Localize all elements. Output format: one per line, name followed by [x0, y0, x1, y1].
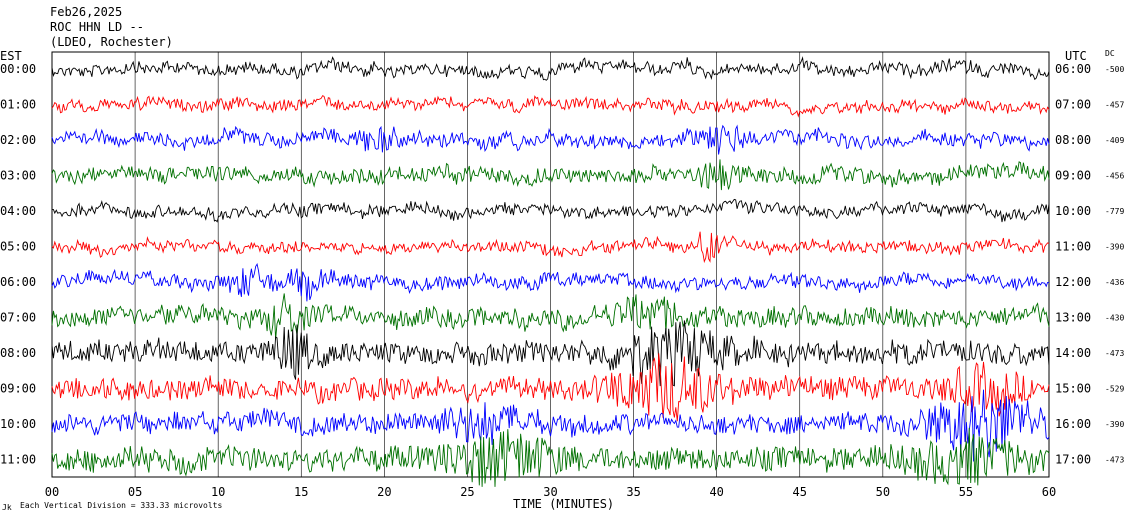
trace-0200: [51, 124, 1050, 155]
x-tick-50: 50: [876, 485, 890, 499]
utc-label-0700: 07:00: [1055, 98, 1091, 112]
header-network: (LDEO, Rochester): [50, 35, 173, 49]
dc-column-title: DC: [1105, 49, 1115, 58]
dc-value-0800: -473: [1105, 349, 1124, 358]
x-tick-40: 40: [709, 485, 723, 499]
dc-value-0600: -436: [1105, 278, 1124, 287]
x-tick-20: 20: [377, 485, 391, 499]
utc-label-1500: 15:00: [1055, 382, 1091, 396]
dc-value-0700: -430: [1105, 314, 1124, 323]
dc-value-0300: -456: [1105, 172, 1124, 181]
utc-label-1000: 10:00: [1055, 204, 1091, 218]
header-station: ROC HHN LD --: [50, 20, 144, 34]
dc-value-0500: -390: [1105, 243, 1124, 252]
trace-0600: [51, 263, 1049, 302]
trace-0300: [51, 159, 1050, 191]
est-label-0300: 03:00: [0, 169, 36, 183]
est-label-0700: 07:00: [0, 311, 36, 325]
utc-label-1100: 11:00: [1055, 240, 1091, 254]
utc-axis-title: UTC: [1065, 49, 1087, 63]
trace-group: [51, 56, 1050, 487]
x-tick-15: 15: [294, 485, 308, 499]
plot-grid: [51, 52, 1050, 477]
est-axis-title: EST: [0, 49, 22, 63]
scale-note: Each Vertical Division = 333.33 microvol…: [20, 501, 222, 510]
x-tick-55: 55: [959, 485, 973, 499]
utc-label-1700: 17:00: [1055, 453, 1091, 467]
est-label-0400: 04:00: [0, 204, 36, 218]
est-label-0200: 02:00: [0, 133, 36, 147]
x-tick-00: 00: [45, 485, 59, 499]
dc-value-1000: -390: [1105, 420, 1124, 429]
trace-0500: [51, 231, 1050, 264]
x-tick-25: 25: [460, 485, 474, 499]
header-date: Feb26,2025: [50, 5, 122, 19]
x-tick-group: 00 05 10 15 20 25 30 35 40 45 50 55 60: [45, 485, 1056, 499]
est-label-0100: 01:00: [0, 98, 36, 112]
x-axis-label: TIME (MINUTES): [513, 497, 614, 511]
est-label-1100: 11:00: [0, 453, 36, 467]
trace-0800: [51, 320, 1050, 387]
trace-0400: [52, 198, 1050, 223]
x-tick-05: 05: [128, 485, 142, 499]
trace-0100: [51, 95, 1050, 118]
utc-label-1200: 12:00: [1055, 275, 1091, 289]
utc-label-1300: 13:00: [1055, 311, 1091, 325]
est-label-1000: 10:00: [0, 417, 36, 431]
corner-mark: Jk: [2, 503, 12, 512]
est-label-0000: 00:00: [0, 62, 36, 76]
dc-value-0200: -409: [1105, 136, 1124, 145]
est-label-0600: 06:00: [0, 275, 36, 289]
dc-value-0400: -779: [1105, 207, 1124, 216]
dc-value-1100: -473: [1105, 456, 1124, 465]
x-tick-30: 30: [543, 485, 557, 499]
plot-frame: [51, 51, 1050, 478]
row-label-group: 00:00 06:00 -500 01:00 07:00 -457 02:00 08:00 -4…: [0, 62, 1124, 467]
dc-value-0000: -500: [1105, 65, 1124, 74]
trace-0900: [51, 353, 1050, 422]
dc-value-0100: -457: [1105, 101, 1124, 110]
x-tick-35: 35: [626, 485, 640, 499]
utc-label-0900: 09:00: [1055, 169, 1091, 183]
est-label-0900: 09:00: [0, 382, 36, 396]
x-tick-60: 60: [1042, 485, 1056, 499]
trace-1000: [51, 389, 1050, 462]
utc-label-0800: 08:00: [1055, 133, 1091, 147]
est-label-0800: 08:00: [0, 346, 36, 360]
x-tick-45: 45: [793, 485, 807, 499]
trace-0700: [51, 293, 1050, 340]
utc-label-1400: 14:00: [1055, 346, 1091, 360]
utc-label-0600: 06:00: [1055, 62, 1091, 76]
trace-0000: [51, 56, 1050, 81]
x-tick-10: 10: [211, 485, 225, 499]
est-label-0500: 05:00: [0, 240, 36, 254]
utc-label-1600: 16:00: [1055, 417, 1091, 431]
trace-1100: [51, 427, 1050, 487]
dc-value-0900: -529: [1105, 385, 1124, 394]
